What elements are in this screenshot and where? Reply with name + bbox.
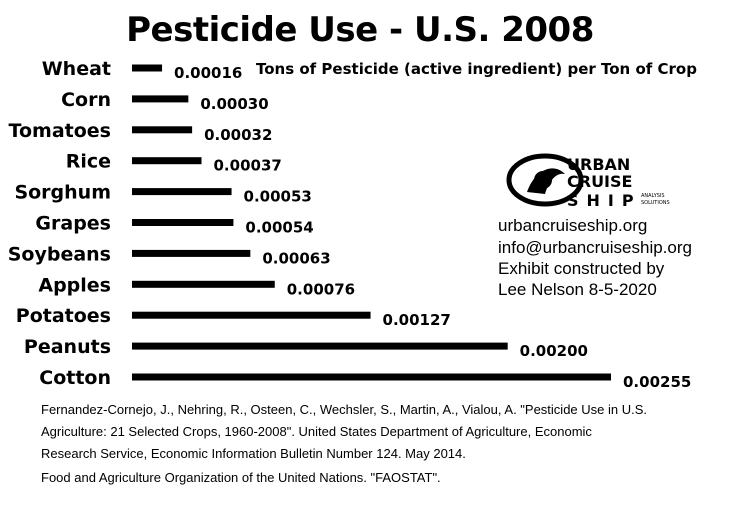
category-label-tomatoes: Tomatoes [9, 120, 111, 142]
bar-chart: Wheat 0.00016 Corn 0.00030 Tomatoes 0.00032 Ri… [8, 58, 692, 391]
value-label-sorghum: 0.00053 [244, 188, 312, 206]
value-label-cotton: 0.00255 [623, 373, 691, 391]
bar-soybeans [132, 249, 251, 257]
bar-corn [132, 95, 189, 103]
logo-line-1: URBAN [567, 155, 630, 174]
value-label-apples: 0.00076 [287, 280, 355, 298]
value-label-peanuts: 0.00200 [520, 342, 588, 360]
bar-peanuts [132, 342, 508, 350]
value-label-wheat: 0.00016 [174, 64, 242, 82]
bar-potatoes [132, 311, 371, 319]
bar-tomatoes [132, 126, 193, 134]
value-label-grapes: 0.00054 [245, 219, 313, 237]
citation-line-2: Agriculture: 21 Selected Crops, 1960-200… [41, 424, 592, 439]
value-label-tomatoes: 0.00032 [204, 126, 272, 144]
category-label-corn: Corn [61, 89, 111, 111]
chart-title: Pesticide Use - U.S. 2008 [126, 10, 594, 50]
category-label-peanuts: Peanuts [24, 336, 111, 358]
logo-sub-1: ANALYSIS [641, 193, 665, 199]
value-label-soybeans: 0.00063 [262, 249, 330, 267]
value-label-rice: 0.00037 [214, 157, 282, 175]
value-label-potatoes: 0.00127 [383, 311, 451, 329]
category-label-grapes: Grapes [35, 213, 111, 235]
bar-rice [132, 157, 202, 165]
urban-cruise-ship-logo: URBAN CRUISE SHIP ANALYSIS SOLUTIONS [506, 153, 670, 210]
category-label-apples: Apples [38, 274, 111, 296]
bar-cotton [132, 373, 611, 381]
citation-line-4: Food and Agriculture Organization of the… [41, 470, 441, 485]
citation-line-1: Fernandez-Cornejo, J., Nehring, R., Oste… [41, 402, 648, 417]
logo-sub-2: SOLUTIONS [641, 200, 670, 206]
category-label-potatoes: Potatoes [16, 305, 111, 327]
category-label-rice: Rice [66, 151, 111, 173]
bar-sorghum [132, 188, 232, 196]
credit-constructed-by: Exhibit constructed by [498, 259, 665, 278]
unit-note: Tons of Pesticide (active ingredient) pe… [256, 60, 697, 78]
credit-author-date: Lee Nelson 8-5-2020 [498, 280, 657, 299]
value-label-corn: 0.00030 [200, 95, 268, 113]
category-label-cotton: Cotton [39, 367, 111, 389]
category-label-soybeans: Soybeans [8, 243, 111, 265]
credit-email: info@urbancruiseship.org [498, 238, 692, 257]
logo-line-3: SHIP [567, 191, 642, 210]
bar-apples [132, 280, 275, 288]
bar-grapes [132, 219, 234, 226]
logo-line-2: CRUISE [567, 172, 632, 191]
bars-layer: Wheat 0.00016 Corn 0.00030 Tomatoes 0.00032 Ri… [8, 58, 692, 391]
bar-wheat [132, 64, 163, 72]
category-label-wheat: Wheat [42, 58, 111, 80]
category-label-sorghum: Sorghum [14, 182, 111, 204]
credit-website: urbancruiseship.org [498, 216, 648, 235]
citation-line-3: Research Service, Economic Information B… [41, 446, 466, 461]
